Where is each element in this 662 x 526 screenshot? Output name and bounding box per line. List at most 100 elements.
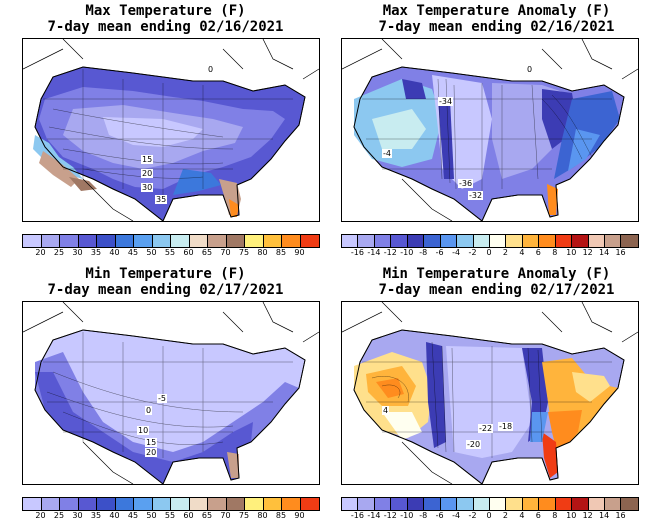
- colorbar-tick-label: 80: [257, 248, 268, 257]
- panel-subtitle: 7-day mean ending 02/17/2021: [47, 282, 284, 298]
- colorbar-cell: [457, 498, 474, 510]
- colorbar-tick-label: 45: [127, 248, 139, 257]
- colorbar-tick-label: 35: [90, 248, 102, 257]
- contour-label-20: 20: [141, 169, 154, 178]
- colorbar-cell: [134, 498, 153, 510]
- colorbar-tick-label: 16: [615, 248, 626, 257]
- colorbar-tick-label: 45: [127, 511, 139, 520]
- colorbar-tick-label: 0: [486, 248, 492, 257]
- colorbar-cell: [358, 498, 375, 510]
- colorbar-tick-label: -8: [419, 248, 428, 257]
- colorbar: [341, 497, 639, 511]
- contour-label-30: 30: [141, 183, 154, 192]
- panel-title: Max Temperature (F): [85, 3, 246, 19]
- colorbar-tick-label: 8: [552, 248, 558, 257]
- colorbar-cell: [97, 235, 116, 247]
- colorbar-tick-label: -6: [435, 248, 444, 257]
- colorbar-cell: [440, 235, 458, 247]
- colorbar-cell: [300, 235, 319, 247]
- colorbar-tick-label: 12: [582, 511, 593, 520]
- colorbar-tick-label: 70: [220, 248, 231, 257]
- colorbar-cell: [226, 235, 245, 247]
- colorbar-cell: [226, 498, 245, 510]
- colorbar-tick-label: 2: [502, 248, 508, 257]
- colorbar-cell: [522, 235, 540, 247]
- map-min-temperature: -5 0 10 15 20: [22, 301, 320, 485]
- colorbar-tick-label: 4: [519, 248, 525, 257]
- colorbar-ticks: -16 -14 -12 -10 -8 -6 -4 -2 0 2 4 6 8 10 12 14 16: [341, 248, 637, 258]
- panel-min-temperature: Min Temperature (F) 7-day mean ending 02…: [0, 263, 331, 526]
- colorbar-tick-label: -10: [400, 511, 414, 520]
- colorbar-tick-label: 6: [535, 511, 541, 520]
- colorbar-cell: [555, 235, 573, 247]
- contour-label-0: 0: [207, 65, 215, 74]
- contour-label-minus4: -4: [382, 149, 392, 158]
- colorbar-tick-label: 70: [220, 511, 231, 520]
- map-min-temperature-anomaly: 4 -22 -18 -20: [341, 301, 639, 485]
- colorbar-tick-label: 60: [183, 511, 194, 520]
- colorbar-tick-label: 55: [164, 248, 176, 257]
- colorbar-tick-label: -14: [367, 248, 381, 257]
- colorbar-cell: [424, 235, 441, 247]
- colorbar-tick-label: -6: [435, 511, 444, 520]
- map-max-temperature: 15 20 30 35 0: [22, 38, 320, 222]
- contour-label-15: 15: [145, 438, 158, 447]
- colorbar-tick-label: 12: [582, 248, 593, 257]
- colorbar-cell: [189, 235, 208, 247]
- colorbar-cell: [171, 235, 190, 247]
- colorbar-cell: [572, 498, 589, 510]
- colorbar-tick-label: 10: [566, 511, 577, 520]
- colorbar-cell: [391, 498, 408, 510]
- colorbar-cell: [152, 235, 171, 247]
- colorbar-tick-label: 50: [146, 248, 157, 257]
- colorbar-tick-label: -2: [468, 248, 477, 257]
- panel-title: Min Temperature (F): [85, 266, 246, 282]
- colorbar-cell: [78, 498, 97, 510]
- contour-label-minus22: -22: [478, 424, 494, 433]
- colorbar-tick-label: 4: [519, 511, 525, 520]
- colorbar-cell: [555, 498, 573, 510]
- colorbar-tick-label: -16: [350, 248, 364, 257]
- colorbar-tick-label: 8: [552, 511, 558, 520]
- colorbar-tick-label: 40: [109, 248, 120, 257]
- colorbar-cell: [171, 498, 190, 510]
- contour-label-10: 10: [137, 426, 150, 435]
- colorbar-tick-label: 20: [35, 248, 46, 257]
- colorbar-tick-label: 65: [201, 248, 213, 257]
- colorbar-cell: [245, 235, 264, 247]
- colorbar-tick-label: 90: [294, 511, 305, 520]
- panel-subtitle: 7-day mean ending 02/16/2021: [378, 19, 615, 35]
- colorbar-tick-label: -8: [419, 511, 428, 520]
- colorbar-cell: [342, 498, 359, 510]
- colorbar-tick-label: 14: [599, 248, 610, 257]
- colorbar-tick-label: -10: [400, 248, 414, 257]
- colorbar-tick-label: 2: [502, 511, 508, 520]
- colorbar-tick-label: 25: [53, 511, 65, 520]
- contour-label-15: 15: [141, 155, 154, 164]
- colorbar-cell: [60, 498, 79, 510]
- colorbar-cell: [539, 235, 556, 247]
- colorbar: [341, 234, 639, 248]
- panel-title: Max Temperature Anomaly (F): [382, 3, 611, 19]
- colorbar-cell: [60, 235, 79, 247]
- colorbar-cell: [457, 235, 474, 247]
- colorbar-cell: [572, 235, 589, 247]
- colorbar-tick-label: -4: [452, 511, 461, 520]
- panel-max-temperature-anomaly: Max Temperature Anomaly (F) 7-day mean e…: [331, 0, 662, 263]
- contour-label-0: 0: [526, 65, 534, 74]
- colorbar-cell: [440, 498, 458, 510]
- panel-min-temperature-anomaly: Min Temperature Anomaly (F) 7-day mean e…: [331, 263, 662, 526]
- colorbar-tick-label: 85: [275, 511, 287, 520]
- colorbar-cell: [605, 498, 622, 510]
- colorbar-cell: [208, 498, 227, 510]
- colorbar-cell: [342, 235, 359, 247]
- colorbar-cell: [621, 235, 638, 247]
- colorbar-tick-label: 65: [201, 511, 213, 520]
- colorbar-cell: [473, 498, 490, 510]
- colorbar-ticks: -16 -14 -12 -10 -8 -6 -4 -2 0 2 4 6 8 10 12 14 16: [341, 511, 637, 521]
- colorbar-cell: [115, 498, 134, 510]
- colorbar-cell: [506, 235, 523, 247]
- colorbar-tick-label: 90: [294, 248, 305, 257]
- colorbar-tick-label: 60: [183, 248, 194, 257]
- colorbar-cell: [489, 498, 507, 510]
